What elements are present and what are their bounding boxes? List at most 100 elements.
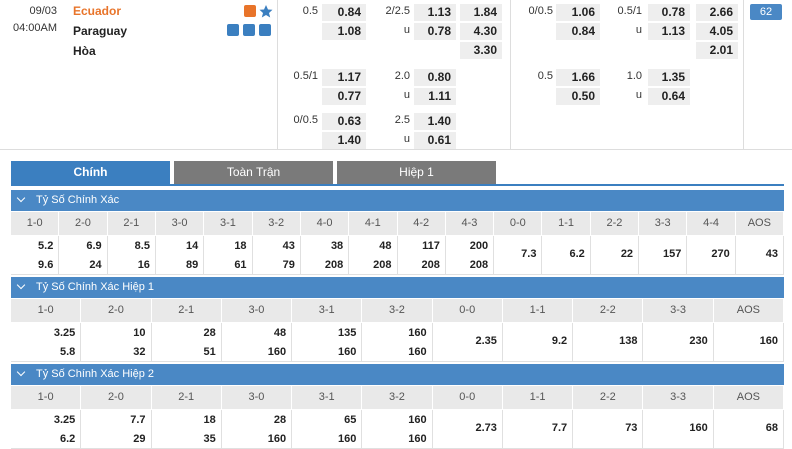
score-odds[interactable]: 160 — [408, 433, 427, 445]
time: 04:00AM — [12, 22, 57, 34]
score-odds[interactable]: 2.35 — [475, 335, 497, 347]
score-odds[interactable]: 3.25 — [53, 327, 76, 339]
handicap-odds[interactable]: 0.77 — [322, 88, 366, 105]
home-team[interactable]: Ecuador — [73, 4, 122, 18]
score-odds[interactable]: 6.9 — [86, 240, 102, 252]
score-odds[interactable]: 9.2 — [551, 335, 568, 347]
score-odds[interactable]: 160 — [408, 414, 427, 426]
score-odds[interactable]: 160 — [689, 422, 708, 434]
1x2-odds[interactable]: 2.01 — [696, 42, 738, 59]
score-odds[interactable]: 38 — [330, 240, 344, 252]
score-odds[interactable]: 117 — [422, 240, 440, 252]
score-odds[interactable]: 208 — [373, 259, 392, 271]
more-badge[interactable]: 62 — [750, 4, 782, 20]
handicap-odds[interactable]: 1.17 — [322, 69, 366, 86]
1x2-odds[interactable]: 1.84 — [460, 4, 502, 21]
section-header[interactable]: Tỷ Số Chính Xác Hiệp 1 — [11, 277, 784, 298]
score-odds[interactable]: 18 — [203, 414, 216, 426]
draw: Hòa — [73, 44, 96, 58]
score-odds[interactable]: 160 — [759, 335, 778, 347]
score-odds[interactable]: 160 — [267, 346, 287, 358]
ou-odds[interactable]: 0.61 — [414, 132, 456, 149]
score-header: 2-0 — [81, 386, 152, 409]
score-odds[interactable]: 208 — [469, 259, 489, 271]
tab[interactable]: Toàn Trận — [174, 161, 333, 184]
score-odds[interactable]: 3.25 — [53, 414, 76, 426]
ou-odds[interactable]: 0.78 — [648, 4, 690, 21]
score-odds[interactable]: 6.2 — [569, 248, 585, 260]
score-odds[interactable]: 7.7 — [551, 422, 568, 434]
score-odds[interactable]: 7.3 — [521, 248, 537, 260]
score-odds[interactable]: 89 — [186, 259, 199, 271]
score-odds[interactable]: 28 — [203, 327, 216, 339]
score-odds[interactable]: 16 — [137, 259, 150, 271]
score-odds[interactable]: 29 — [133, 433, 146, 445]
score-odds[interactable]: 9.6 — [38, 259, 54, 271]
handicap-odds[interactable]: 1.06 — [556, 4, 600, 21]
score-odds[interactable]: 10 — [133, 327, 146, 339]
score-odds[interactable]: 48 — [273, 327, 287, 339]
handicap-odds[interactable]: 0.63 — [322, 113, 366, 130]
score-odds[interactable]: 160 — [337, 346, 357, 358]
score-odds[interactable]: 43 — [282, 240, 295, 252]
1x2-odds[interactable]: 4.05 — [696, 23, 738, 40]
ou-odds[interactable]: 1.11 — [414, 88, 456, 105]
score-odds[interactable]: 230 — [689, 335, 708, 347]
ou-odds[interactable]: 0.80 — [414, 69, 456, 86]
score-odds[interactable]: 22 — [620, 248, 634, 260]
score-odds[interactable]: 160 — [408, 346, 427, 358]
score-odds[interactable]: 135 — [337, 327, 357, 339]
score-odds[interactable]: 32 — [133, 346, 146, 358]
score-odds[interactable]: 5.2 — [38, 240, 54, 252]
score-odds[interactable]: 208 — [324, 259, 344, 271]
ou-odds[interactable]: 0.64 — [648, 88, 690, 105]
handicap-odds[interactable]: 1.08 — [322, 23, 366, 40]
handicap-odds[interactable]: 1.66 — [556, 69, 600, 86]
tab[interactable]: Hiệp 1 — [337, 161, 496, 184]
section-header[interactable]: Tỷ Số Chính Xác Hiệp 2 — [11, 364, 784, 385]
score-odds[interactable]: 51 — [203, 346, 216, 358]
handicap-odds[interactable]: 0.84 — [322, 4, 366, 21]
under-label: u — [635, 24, 642, 36]
score-odds[interactable]: 157 — [663, 248, 682, 260]
handicap-odds[interactable]: 0.50 — [556, 88, 600, 105]
score-odds[interactable]: 43 — [765, 248, 778, 260]
score-odds[interactable]: 138 — [619, 335, 638, 347]
score-odds[interactable]: 160 — [337, 433, 357, 445]
score-odds[interactable]: 160 — [267, 433, 287, 445]
score-odds[interactable]: 5.8 — [59, 346, 76, 358]
score-odds[interactable]: 79 — [282, 259, 295, 271]
score-odds[interactable]: 200 — [469, 240, 489, 252]
tab[interactable]: Chính — [11, 161, 170, 184]
section-header[interactable]: Tỷ Số Chính Xác — [11, 190, 784, 211]
score-odds[interactable]: 61 — [234, 259, 247, 271]
ou-odds[interactable]: 1.13 — [414, 4, 456, 21]
score-odds[interactable]: 270 — [711, 248, 730, 260]
score-odds[interactable]: 48 — [379, 240, 392, 252]
handicap-odds[interactable]: 0.84 — [556, 23, 600, 40]
score-odds[interactable]: 208 — [421, 259, 440, 271]
score-odds[interactable]: 14 — [186, 240, 199, 252]
1x2-odds[interactable]: 2.66 — [696, 4, 738, 21]
score-odds[interactable]: 7.7 — [130, 414, 146, 426]
score-odds[interactable]: 28 — [273, 414, 287, 426]
score-odds[interactable]: 24 — [89, 259, 102, 271]
score-odds[interactable]: 8.5 — [134, 240, 150, 252]
1x2-odds[interactable]: 3.30 — [460, 42, 502, 59]
score-odds[interactable]: 73 — [625, 422, 638, 434]
handicap-odds[interactable]: 1.40 — [322, 132, 366, 149]
score-odds[interactable]: 160 — [408, 327, 427, 339]
score-odds[interactable]: 65 — [344, 414, 357, 426]
ou-odds[interactable]: 1.35 — [648, 69, 690, 86]
1x2-odds[interactable]: 4.30 — [460, 23, 502, 40]
under-label: u — [403, 24, 410, 36]
score-odds[interactable]: 18 — [234, 240, 247, 252]
ou-odds[interactable]: 0.78 — [414, 23, 456, 40]
score-odds[interactable]: 68 — [765, 422, 778, 434]
score-odds[interactable]: 6.2 — [59, 433, 76, 445]
away-team[interactable]: Paraguay — [73, 24, 128, 38]
score-odds[interactable]: 2.73 — [475, 422, 497, 434]
score-odds[interactable]: 35 — [203, 433, 216, 445]
ou-odds[interactable]: 1.40 — [414, 113, 456, 130]
ou-odds[interactable]: 1.13 — [648, 23, 690, 40]
